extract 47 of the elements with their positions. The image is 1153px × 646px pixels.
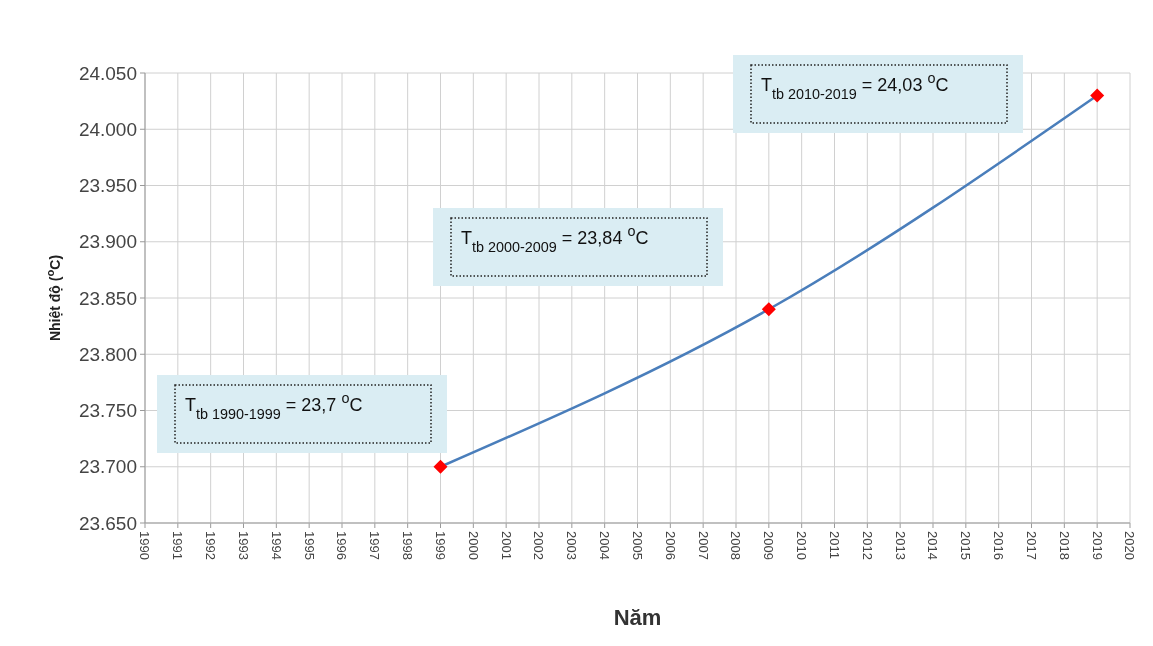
x-tick-label: 1999 [432, 531, 448, 560]
x-tick-label: 2014 [925, 531, 941, 560]
y-tick-label: 24.000 [78, 118, 137, 140]
x-tick-label: 1995 [301, 531, 317, 560]
x-tick-label: 2006 [662, 531, 678, 560]
y-tick-label: 23.800 [78, 343, 137, 365]
x-tick-label: 2007 [695, 531, 711, 560]
x-tick-label: 1992 [203, 531, 219, 560]
x-tick-label: 2010 [794, 531, 810, 560]
x-tick-label: 2013 [892, 531, 908, 560]
y-tick-label: 23.700 [78, 456, 137, 478]
y-tick-label: 23.850 [78, 287, 137, 309]
annotation: T$_{tb 2010-2019}$ = 24,03 $^{o}$C [761, 70, 949, 102]
y-tick-label: 24.050 [78, 62, 137, 84]
x-tick-label: 2009 [761, 531, 777, 560]
x-tick-label: 1990 [137, 531, 153, 560]
annotation: T$_{tb 2000-2009}$ = 23,84 $^{o}$C [461, 223, 649, 255]
x-tick-label: 2017 [1023, 531, 1039, 560]
x-tick-label: 2018 [1056, 531, 1072, 560]
x-tick-label: 1993 [235, 531, 251, 560]
annotation: T$_{tb 1990-1999}$ = 23,7 $^{o}$C [185, 390, 363, 422]
x-tick-label: 2004 [597, 531, 613, 560]
y-tick-label: 23.900 [78, 231, 137, 253]
x-tick-label: 2005 [629, 531, 645, 560]
x-tick-label: 2011 [826, 531, 842, 559]
x-tick-label: 1994 [268, 531, 284, 560]
x-tick-label: 2016 [991, 531, 1007, 560]
x-tick-label: 2020 [1122, 531, 1138, 560]
point [761, 302, 776, 317]
x-tick-label: 2003 [564, 531, 580, 560]
x-tick-label: 2012 [859, 531, 875, 560]
x-tick-label: 2000 [465, 531, 481, 560]
x-tick-label: 2008 [728, 531, 744, 560]
y-tick-label: 23.750 [78, 400, 137, 422]
x-tick-label: 1997 [367, 531, 383, 560]
x-tick-label: 2001 [498, 531, 514, 560]
x-axis-title: Năm [613, 605, 662, 630]
point [1090, 88, 1105, 103]
x-tick-label: 2019 [1089, 531, 1105, 560]
x-tick-label: 2002 [531, 531, 547, 560]
x-tick-label: 1996 [334, 531, 350, 560]
y-tick-label: 23.950 [78, 175, 137, 197]
y-tick-label: 23.650 [78, 512, 137, 534]
x-tick-label: 1998 [400, 531, 416, 560]
x-tick-label: 2015 [958, 531, 974, 560]
point [433, 459, 448, 474]
x-tick-label: 1991 [170, 531, 186, 560]
